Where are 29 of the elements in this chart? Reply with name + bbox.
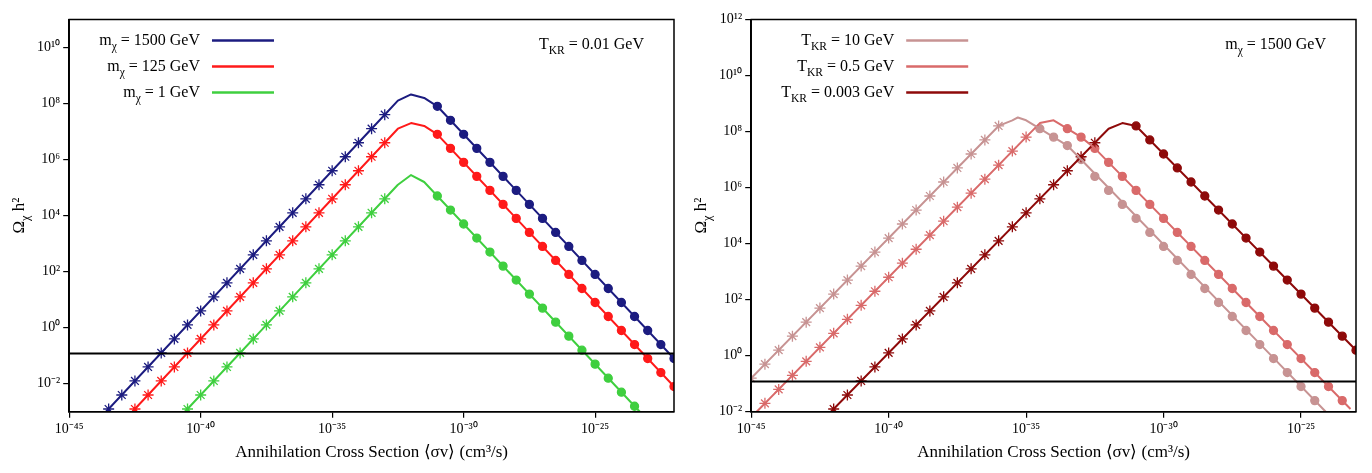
y-tick-label: 10⁰ bbox=[41, 319, 61, 335]
x-tick-label: 10⁻⁴⁰ bbox=[874, 420, 904, 436]
x-tick-label: 10⁻²⁵ bbox=[581, 420, 610, 436]
x-tick-label: 10⁻⁴⁵ bbox=[736, 420, 766, 436]
y-tick-label: 10⁻² bbox=[36, 375, 61, 391]
y-tick-label: 10¹² bbox=[719, 11, 743, 27]
y-tick-label: 10¹⁰ bbox=[718, 67, 743, 83]
x-tick-label: 10⁻³⁵ bbox=[318, 420, 347, 436]
y-tick-label: 10⁶ bbox=[723, 179, 743, 195]
y-axis-title: Ωχ h² bbox=[9, 197, 33, 234]
x-tick-label: 10⁻³⁰ bbox=[449, 420, 478, 436]
x-axis-title: Annihilation Cross Section ⟨σv⟩ (cm³/s) bbox=[917, 442, 1191, 462]
x-tick-label: 10⁻⁴⁰ bbox=[186, 420, 216, 436]
y-tick-label: 10⁴ bbox=[41, 207, 61, 223]
x-tick-label: 10⁻³⁵ bbox=[1012, 420, 1041, 436]
x-axis-title: Annihilation Cross Section ⟨σv⟩ (cm³/s) bbox=[235, 442, 509, 462]
y-tick-label: 10⁸ bbox=[41, 95, 61, 111]
y-axis-title: Ωχ h² bbox=[691, 197, 715, 234]
y-tick-label: 10² bbox=[41, 263, 61, 279]
y-tick-label: 10⁶ bbox=[41, 151, 61, 167]
y-tick-label: 10⁸ bbox=[723, 123, 743, 139]
x-tick-label: 10⁻³⁰ bbox=[1149, 420, 1178, 436]
x-tick-label: 10⁻⁴⁵ bbox=[54, 420, 84, 436]
y-tick-label: 10² bbox=[723, 291, 743, 307]
y-tick-label: 10⁻² bbox=[718, 403, 743, 419]
y-tick-label: 10¹⁰ bbox=[36, 39, 61, 55]
y-tick-label: 10⁴ bbox=[723, 235, 743, 251]
y-tick-label: 10⁰ bbox=[723, 347, 743, 363]
x-tick-label: 10⁻²⁵ bbox=[1286, 420, 1316, 436]
